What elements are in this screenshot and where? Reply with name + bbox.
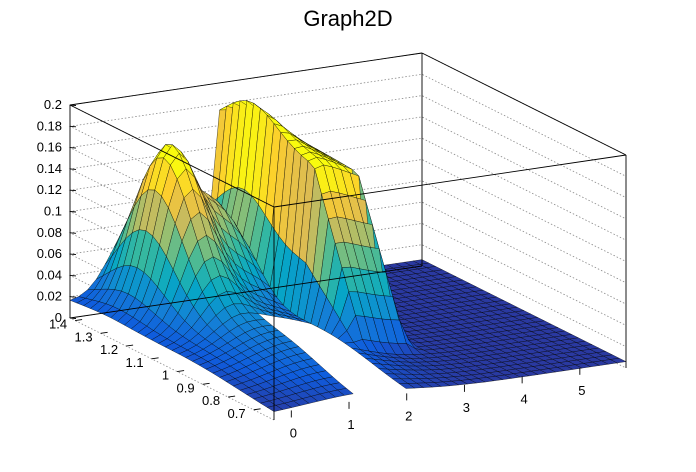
y-tick-label-5: 1.2	[100, 342, 118, 357]
axis-box	[69, 52, 627, 420]
axis-ticks: 0 0.02 0.04 0.06 0.08 0.1 0.12 0.14 0.16 0.18 0.2 0…	[37, 97, 586, 440]
chart-title: Graph2D	[303, 6, 392, 31]
z-grid-line-1	[68, 244, 627, 400]
z-tick-label-2: 0.04	[37, 267, 62, 282]
z-tick-label-8: 0.16	[37, 140, 62, 155]
front-top-edge	[273, 154, 627, 208]
z-grid-line-5	[68, 159, 627, 314]
z-grid-line-8	[68, 95, 627, 250]
surface-cell-1090	[337, 388, 354, 396]
surface-plot	[69, 100, 627, 412]
left-top-edge	[69, 104, 275, 208]
x-tick-label-2: 2	[405, 408, 412, 423]
z-tick-mark-10	[69, 104, 77, 106]
y-tick-label-2: 0.9	[177, 380, 195, 395]
z-grid-line-3	[68, 201, 627, 357]
y-tick-mark-4	[151, 357, 159, 360]
z-tick-label-1: 0.02	[37, 289, 62, 304]
y-tick-mark-1	[228, 395, 236, 398]
z-tick-mark-7	[69, 168, 77, 170]
z-tick-label-6: 0.12	[37, 182, 62, 197]
z-tick-label-5: 0.1	[44, 204, 62, 219]
z-tick-mark-4	[69, 232, 77, 234]
z-tick-label-0: 0	[55, 310, 62, 325]
back-top-edge	[69, 52, 423, 106]
z-tick-mark-1	[69, 296, 77, 298]
z-grid-line-4	[68, 180, 627, 336]
z-grid-line-7	[68, 116, 627, 272]
z-tick-label-9: 0.18	[37, 118, 62, 133]
back-bottom-edge	[69, 265, 423, 319]
z-grid-line-2	[68, 222, 627, 378]
z-tick-mark-2	[69, 274, 77, 277]
z-tick-label-7: 0.14	[37, 161, 62, 176]
z-tick-mark-3	[69, 253, 77, 256]
z-tick-mark-0	[69, 317, 77, 319]
z-tick-label-4: 0.08	[37, 225, 62, 240]
right-top-edge	[421, 52, 627, 156]
z-grid-line-9	[68, 73, 627, 229]
x-tick-label-1: 1	[347, 417, 354, 432]
z-tick-label-10: 0.2	[44, 97, 62, 112]
z-tick-label-3: 0.06	[37, 246, 62, 261]
y-tick-mark-3	[177, 370, 185, 372]
y-tick-mark-7	[75, 319, 83, 321]
x-tick-label-5: 5	[578, 383, 585, 398]
x-tick-label-3: 3	[463, 400, 470, 415]
z-tick-mark-8	[69, 147, 77, 149]
x-tick-label-4: 4	[521, 391, 528, 406]
y-tick-label-7: 1.4	[49, 317, 67, 332]
y-tick-mark-6	[100, 331, 108, 334]
y-tick-label-6: 1.3	[75, 329, 93, 344]
z-tick-mark-6	[69, 189, 77, 192]
z-tick-mark-5	[69, 211, 77, 213]
x-tick-label-0: 0	[290, 425, 297, 440]
z-grid-line-6	[68, 137, 627, 293]
z-tick-mark-9	[69, 125, 77, 128]
y-tick-mark-0	[253, 408, 261, 411]
surface-cell-1115	[609, 358, 627, 364]
y-tick-label-1: 0.8	[202, 393, 220, 408]
y-tick-mark-2	[202, 382, 210, 385]
y-tick-label-3: 1	[162, 368, 169, 383]
y-tick-mark-5	[126, 344, 134, 347]
y-tick-label-4: 1.1	[126, 355, 144, 370]
y-tick-label-0: 0.7	[228, 406, 246, 421]
